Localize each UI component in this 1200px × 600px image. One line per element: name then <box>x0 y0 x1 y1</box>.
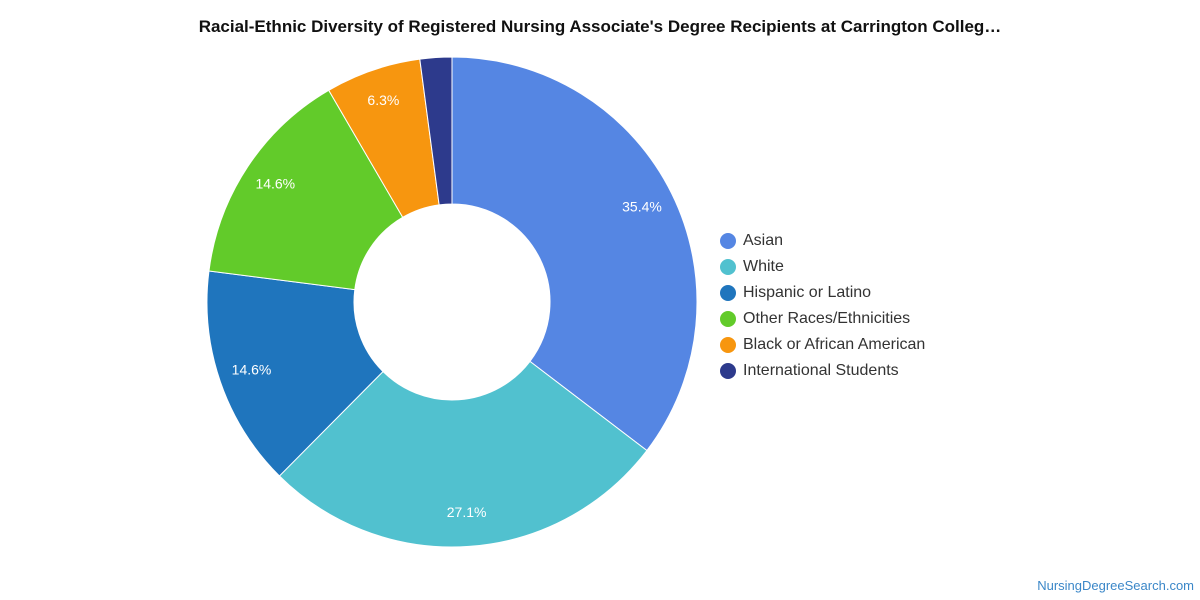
legend-label: Asian <box>743 232 784 249</box>
legend-item[interactable]: Other Races/Ethnicities <box>720 306 925 332</box>
data-label-hispanic-or-latino: 14.6% <box>232 362 272 378</box>
legend-label: White <box>743 258 784 275</box>
legend-item[interactable]: International Students <box>720 358 925 384</box>
data-label-white: 27.1% <box>447 504 487 520</box>
legend-swatch <box>720 337 736 353</box>
slices-group <box>206 56 698 548</box>
legend-label: Hispanic or Latino <box>743 284 872 301</box>
legend-label: International Students <box>743 362 899 379</box>
legend-swatch <box>720 363 736 379</box>
slice-other-races-ethnicities[interactable] <box>208 89 404 291</box>
legend-item[interactable]: Hispanic or Latino <box>720 280 925 306</box>
chart-title: Racial-Ethnic Diversity of Registered Nu… <box>198 17 1002 36</box>
slice-international-students[interactable] <box>419 56 453 206</box>
legend-label: Other Races/Ethnicities <box>743 310 911 327</box>
legend-item[interactable]: Black or African American <box>720 332 925 358</box>
legend-swatch <box>720 285 736 301</box>
legend-swatch <box>720 259 736 275</box>
slice-hispanic-or-latino[interactable] <box>206 270 384 477</box>
data-label-black-or-african-american: 6.3% <box>367 92 399 108</box>
legend-item[interactable]: Asian <box>720 228 925 254</box>
data-label-asian: 35.4% <box>622 199 662 215</box>
legend-swatch <box>720 233 736 249</box>
slice-white[interactable] <box>278 360 648 548</box>
legend-swatch <box>720 311 736 327</box>
data-label-other-races-ethnicities: 14.6% <box>255 176 295 192</box>
legend-label: Black or African American <box>743 336 926 353</box>
data-labels-group: 35.4% 27.1% 14.6% 14.6% 6.3% <box>232 92 662 520</box>
source-watermark[interactable]: NursingDegreeSearch.com <box>1037 578 1194 593</box>
slice-asian[interactable] <box>451 56 698 452</box>
legend-item[interactable]: White <box>720 254 925 280</box>
legend: Asian White Hispanic or Latino Other Races/… <box>720 228 925 384</box>
